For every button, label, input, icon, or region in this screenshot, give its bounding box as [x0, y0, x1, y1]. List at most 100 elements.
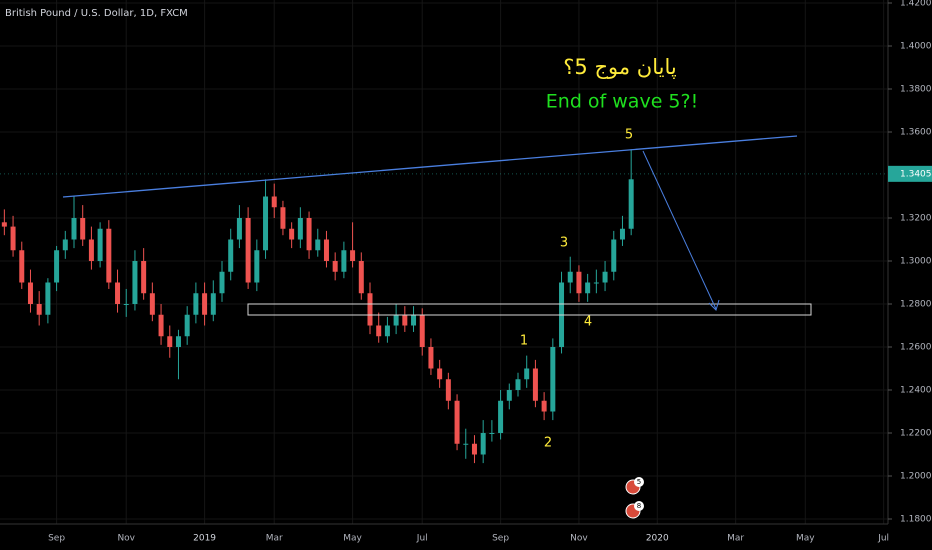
trend-line	[62, 135, 798, 198]
candle-body	[585, 282, 591, 294]
candle-body	[315, 239, 321, 251]
candle-body	[332, 261, 338, 272]
candle-body	[71, 218, 77, 240]
candle-body	[515, 379, 521, 390]
y-tick-label: 1.18000	[900, 515, 932, 525]
candle-body	[106, 228, 112, 283]
projection-arrow	[642, 150, 717, 310]
candle-body	[271, 196, 277, 208]
wave-label: 1	[520, 334, 528, 349]
candle-body	[289, 228, 295, 240]
candle-body	[167, 336, 173, 347]
candle-body	[36, 304, 42, 315]
candle-body	[236, 218, 242, 240]
wave-label: 5	[625, 128, 633, 143]
x-tick-label: Nov	[117, 534, 135, 544]
candle-body	[506, 390, 512, 401]
event-badge	[634, 477, 644, 487]
candle-body	[350, 250, 356, 261]
candle-body	[393, 314, 399, 326]
candle-body	[263, 196, 269, 251]
candle-body	[306, 218, 312, 251]
candle-body	[10, 226, 16, 251]
candle-body	[593, 282, 599, 284]
event-count: 8	[637, 502, 641, 510]
candle-body	[132, 261, 138, 304]
event-badge	[634, 501, 644, 511]
y-tick-label: 1.26000	[900, 343, 932, 353]
candle-body	[123, 304, 129, 305]
candle-body	[254, 250, 260, 283]
last-price-box	[888, 165, 932, 182]
wave-label: 2	[544, 436, 552, 451]
candle-body	[524, 368, 530, 380]
y-tick-label: 1.38000	[900, 85, 932, 95]
x-tick-label: Jul	[416, 534, 428, 544]
chart-title: British Pound / U.S. Dollar, 1D, FXCM	[5, 8, 188, 19]
arrow-head	[708, 299, 720, 311]
candle-body	[228, 239, 234, 272]
x-tick-label: Nov	[570, 534, 588, 544]
candle-body	[158, 314, 164, 337]
y-tick-label: 1.36000	[900, 128, 932, 138]
candle-body	[54, 250, 60, 283]
candle-body	[358, 261, 364, 294]
candle-body	[245, 218, 251, 283]
candle-body	[27, 282, 33, 304]
x-tick-label: Sep	[48, 534, 65, 544]
candle-body	[498, 400, 504, 433]
x-tick-label: May	[796, 534, 815, 544]
candle-body	[88, 239, 94, 261]
annotation-fa: پایان موج 5؟	[563, 55, 677, 80]
candle-body	[419, 314, 425, 347]
candle-body	[45, 282, 51, 315]
candle-body	[297, 218, 303, 240]
y-tick-label: 1.24000	[900, 386, 932, 396]
candle-body	[489, 433, 495, 434]
y-tick-label: 1.22000	[900, 429, 932, 439]
y-tick-label: 1.20000	[900, 472, 932, 482]
candle-body	[437, 368, 443, 380]
candle-body	[532, 368, 538, 401]
candle-body	[471, 443, 477, 455]
x-tick-label: Sep	[492, 534, 509, 544]
candle-body	[219, 271, 225, 294]
candle-body	[411, 314, 417, 326]
x-tick-label: 2019	[193, 534, 216, 544]
candle-body	[611, 239, 617, 272]
candle-body	[454, 400, 460, 444]
candle-body	[280, 207, 286, 229]
candle-body	[463, 443, 469, 445]
candle-body	[576, 271, 582, 294]
x-tick-label: 2020	[646, 534, 669, 544]
candle-body	[1, 222, 7, 227]
candle-body	[210, 293, 216, 315]
candle-body	[202, 293, 208, 315]
x-tick-label: Mar	[266, 534, 283, 544]
candle-body	[184, 314, 190, 337]
y-tick-label: 1.32000	[900, 214, 932, 224]
x-tick-label: Jul	[877, 534, 889, 544]
plot	[1, 149, 634, 464]
support-zone	[247, 303, 812, 316]
candle-body	[141, 261, 147, 294]
event-count: 5	[637, 478, 641, 486]
candle-body	[323, 239, 329, 261]
candle-body	[62, 239, 68, 251]
candle-body	[384, 325, 390, 337]
candle-body	[402, 314, 408, 326]
candle-body	[445, 379, 451, 401]
candle-body	[175, 336, 181, 347]
y-tick-label: 1.30000	[900, 257, 932, 267]
candle-body	[80, 218, 86, 240]
candle-body	[376, 325, 382, 337]
candle-body	[480, 433, 486, 455]
candle-body	[97, 228, 103, 261]
candle-body	[367, 293, 373, 326]
y-tick-label: 1.42000	[900, 0, 932, 9]
candle-body	[115, 282, 121, 304]
candle-body	[619, 228, 625, 240]
candle-body	[428, 347, 434, 369]
